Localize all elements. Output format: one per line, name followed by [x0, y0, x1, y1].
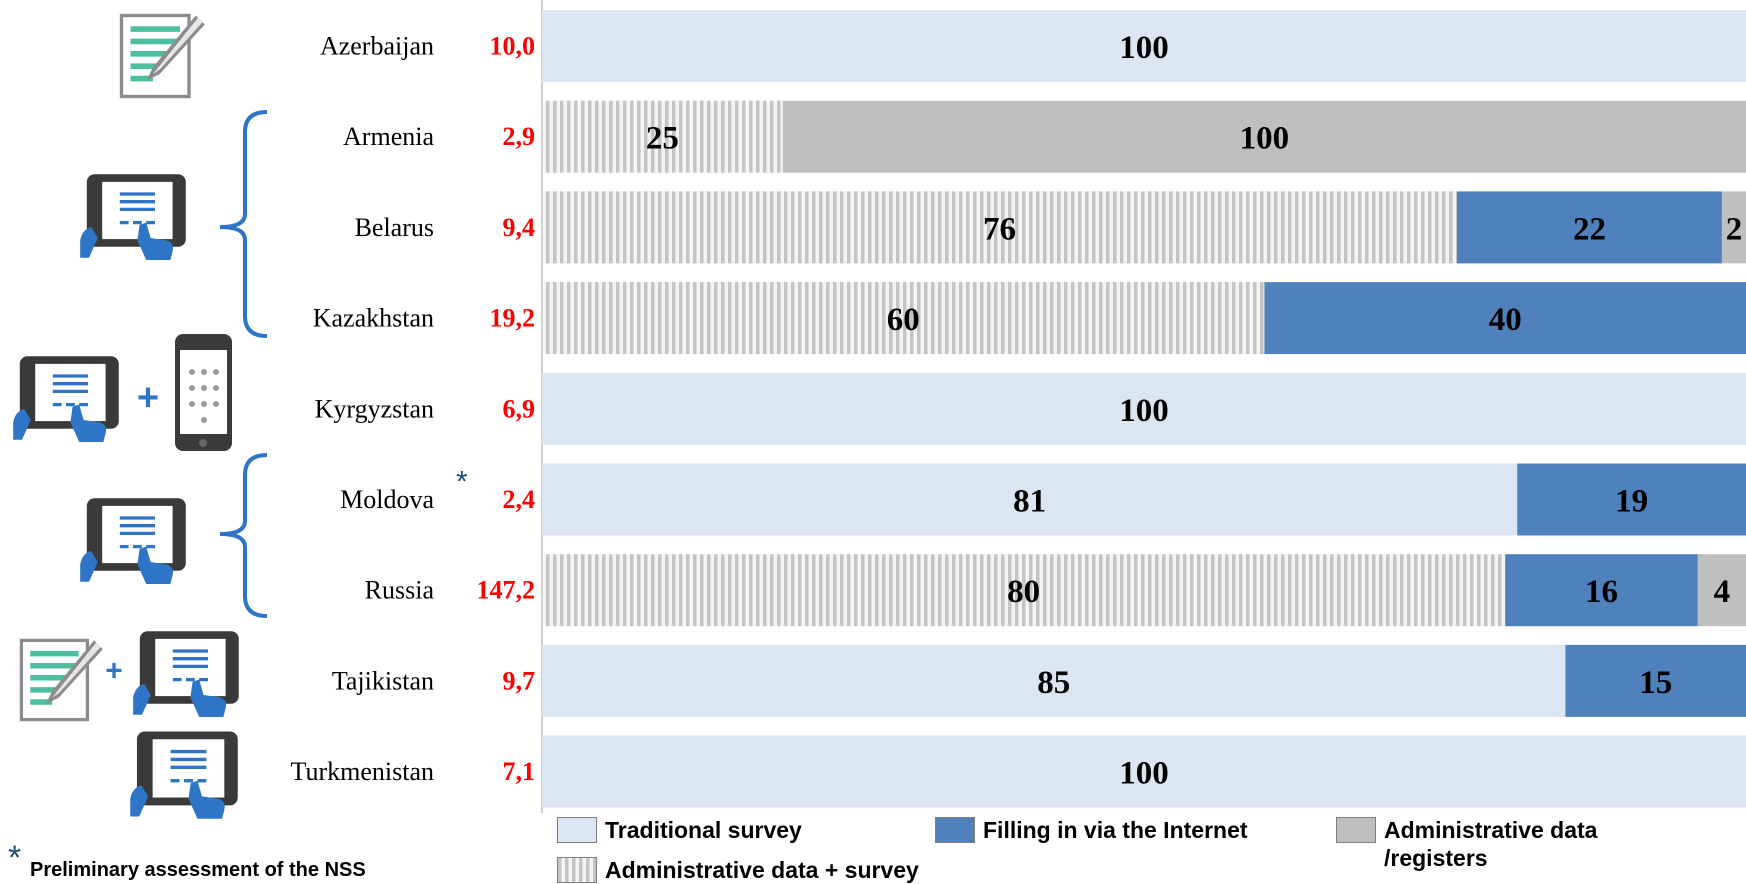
value-label: 16 [1585, 574, 1618, 610]
legend-label: Filling in via the Internet [983, 817, 1248, 843]
bar-segment [1517, 463, 1746, 536]
plus: + [105, 655, 123, 688]
bar-segment [542, 100, 783, 173]
footnote: Preliminary assessment of the NSS [30, 859, 366, 881]
value-label: 100 [1119, 393, 1169, 429]
value-label: 100 [1119, 30, 1169, 66]
value-label: 80 [1007, 574, 1040, 610]
value-label: 81 [1013, 484, 1046, 520]
population-label: 147,2 [477, 576, 536, 605]
value-label: 85 [1037, 665, 1070, 701]
population-label: 2,9 [503, 122, 536, 151]
country-label: Azerbaijan [320, 32, 434, 61]
country-label: Kazakhstan [313, 304, 434, 333]
population-label: 7,1 [503, 757, 536, 786]
footnote-mark: * [8, 839, 21, 877]
country-label: Turkmenistan [291, 757, 435, 786]
tablet-icon [78, 496, 188, 584]
tablet-icon [128, 729, 240, 819]
legend-swatch [557, 817, 597, 843]
plus: + [137, 377, 159, 419]
population-label: 9,7 [503, 666, 536, 695]
phone-icon [175, 334, 232, 451]
value-label: 25 [646, 121, 679, 157]
country-label: Armenia [343, 122, 434, 151]
bar-segment [542, 10, 1746, 82]
value-label: 40 [1489, 302, 1522, 338]
bracket [219, 110, 268, 338]
bar-segment [542, 554, 1506, 627]
legend-label: Administrative data + survey [605, 857, 919, 883]
value-label: 4 [1714, 574, 1731, 610]
bar-segment [542, 644, 1566, 717]
legend-swatch [1336, 817, 1376, 843]
bar-segment [1565, 644, 1746, 717]
country-label: Tajikistan [332, 666, 434, 695]
bar-segment [782, 100, 1746, 173]
annotation: * [456, 466, 468, 499]
tablet-icon [131, 629, 241, 717]
bar-segment [542, 735, 1746, 808]
country-label: Moldova [340, 485, 434, 514]
legend-label: Traditional survey [605, 817, 802, 843]
value-label: 22 [1573, 211, 1606, 247]
population-label: 9,4 [503, 213, 536, 242]
value-label: 2 [1726, 211, 1743, 247]
bar-segment [1505, 554, 1698, 627]
bar-segment [1457, 191, 1722, 264]
bracket [219, 453, 268, 618]
bar-segment [1697, 554, 1746, 627]
bar-segment [542, 191, 1458, 264]
population-label: 2,4 [503, 485, 536, 514]
value-label: 100 [1119, 756, 1169, 792]
value-label: 60 [887, 302, 920, 338]
bar-segment [1721, 191, 1746, 264]
legend-swatch [557, 857, 597, 883]
tablet-icon [78, 172, 188, 260]
legend-label: Administrative data /registers [1384, 817, 1598, 871]
population-label: 19,2 [490, 304, 536, 333]
value-label: 100 [1240, 121, 1290, 157]
bar-segment [542, 463, 1518, 536]
country-label: Belarus [355, 213, 434, 242]
country-label: Kyrgyzstan [315, 394, 434, 423]
population-label: 10,0 [490, 32, 536, 61]
legend-swatch [935, 817, 975, 843]
value-label: 76 [983, 211, 1016, 247]
population-label: 6,9 [503, 394, 536, 423]
bar-segment [1264, 282, 1746, 355]
bar-segment [542, 282, 1265, 355]
document-icon [122, 16, 205, 97]
value-label: 19 [1615, 484, 1648, 520]
value-label: 15 [1639, 665, 1672, 701]
document-icon [21, 640, 102, 719]
country-label: Russia [365, 576, 435, 605]
tablet-icon [11, 354, 121, 442]
bar-segment [542, 372, 1746, 445]
